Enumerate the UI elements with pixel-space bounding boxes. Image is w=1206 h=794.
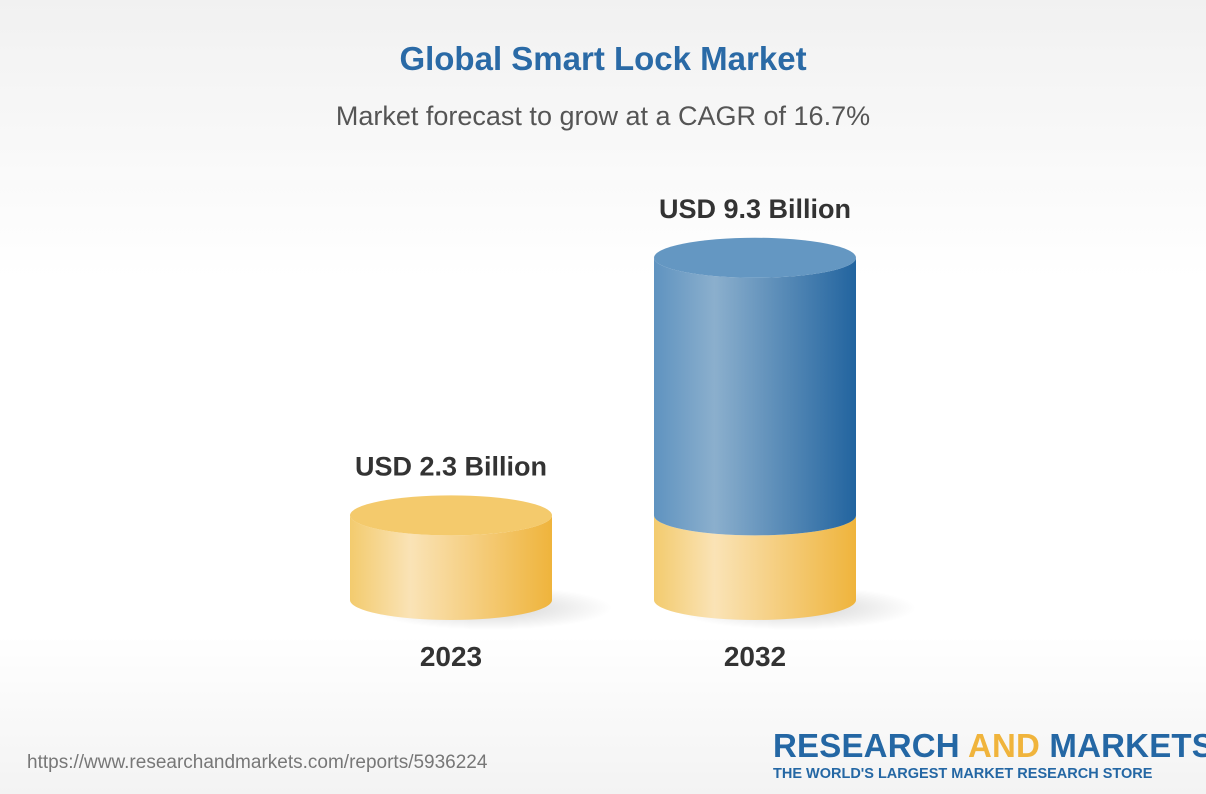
bar-2023-top (350, 495, 552, 536)
chart-title: Global Smart Lock Market (399, 40, 807, 77)
x-tick-label: 2032 (724, 641, 786, 672)
chart-area: USD 2.3 Billion 2023 USD 9.3 Billion 2032 (350, 194, 916, 672)
bar-2032-growth-body (654, 257, 856, 536)
bar-2032-growth-top (654, 237, 856, 278)
bar-2023-body (350, 515, 552, 620)
research-and-markets-logo: RESEARCH AND MARKETS THE WORLD'S LARGEST… (773, 727, 1206, 782)
data-label: USD 2.3 Billion (355, 451, 547, 481)
x-tick-label: 2023 (420, 641, 482, 672)
data-label: USD 9.3 Billion (659, 194, 851, 224)
bar-2032-base-body (654, 515, 856, 620)
source-url[interactable]: https://www.researchandmarkets.com/repor… (27, 752, 488, 773)
chart-subtitle: Market forecast to grow at a CAGR of 16.… (335, 101, 871, 131)
